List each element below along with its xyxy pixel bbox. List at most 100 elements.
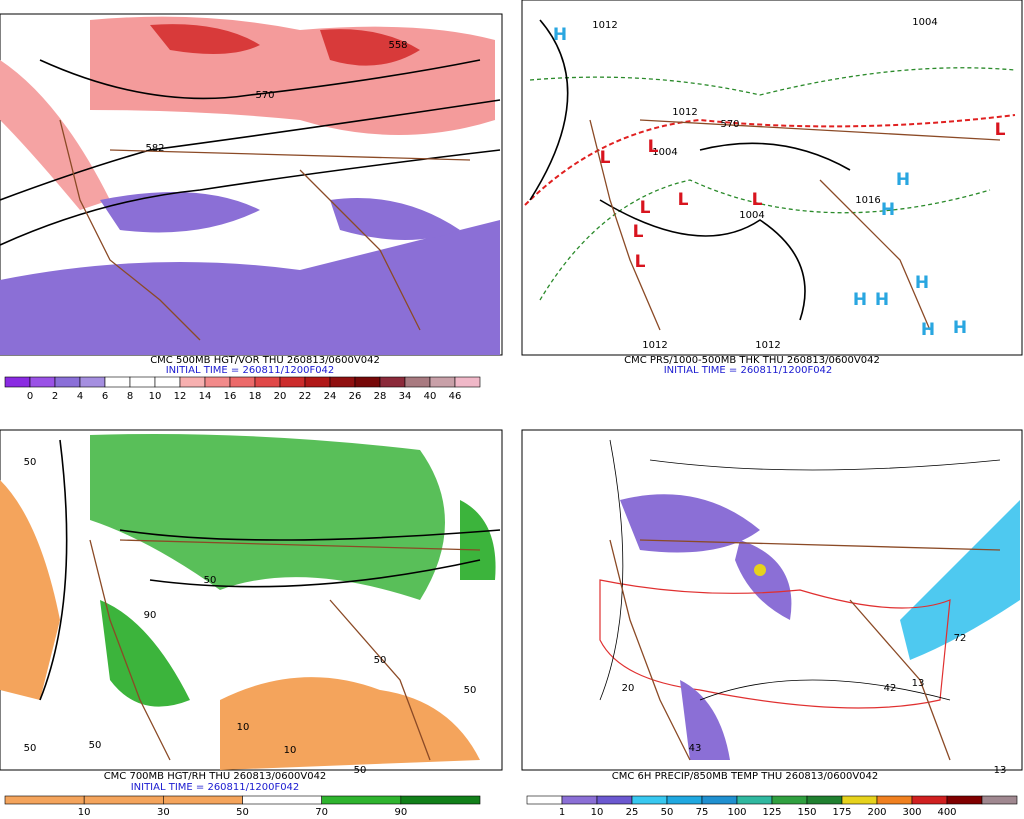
colorbar-box — [29, 376, 56, 388]
colorbar-label: 25 — [626, 807, 639, 818]
colorbar-box — [400, 795, 481, 805]
pressure-center: L — [678, 190, 689, 210]
colorbar-label: 18 — [249, 391, 262, 402]
colorbar-label: 10 — [149, 391, 162, 402]
colorbar-label: 70 — [315, 807, 328, 818]
contour-label: 1012 — [592, 20, 617, 31]
colorbar-box — [631, 795, 668, 805]
contour-label: 13 — [912, 678, 925, 689]
contour-label: 50 — [464, 685, 477, 696]
colorbar-label: 24 — [324, 391, 337, 402]
pressure-center: L — [600, 148, 611, 168]
colorbar-label: 400 — [937, 807, 956, 818]
contour-label: 42 — [884, 683, 897, 694]
map-500mb — [0, 13, 503, 356]
contour-label: 558 — [388, 40, 407, 51]
colorbar-box — [179, 376, 206, 388]
colorbar-box — [771, 795, 808, 805]
colorbar-box — [79, 376, 106, 388]
pressure-center: H — [915, 273, 929, 293]
colorbar-box — [83, 795, 164, 805]
colorbar-label: 40 — [424, 391, 437, 402]
colorbar-box — [242, 795, 322, 805]
colorbar-box — [666, 795, 703, 805]
colorbar-box — [229, 376, 256, 388]
panel-title: CMC 6H PRECIP/850MB TEMP THU 260813/0600… — [612, 771, 879, 782]
contour-label: 10 — [284, 745, 297, 756]
contour-label: 13 — [994, 765, 1007, 776]
colorbar-label: 4 — [77, 391, 83, 402]
contour-label: 1016 — [855, 195, 880, 206]
pressure-center: L — [995, 120, 1006, 140]
contour-label: 50 — [374, 655, 387, 666]
colorbar-label: 28 — [374, 391, 387, 402]
colorbar-label: 6 — [102, 391, 108, 402]
contour-label: 570 — [720, 119, 739, 130]
contour-label: 72 — [954, 633, 967, 644]
colorbar-box — [379, 376, 406, 388]
colorbar-box — [129, 376, 156, 388]
colorbar-label: 2 — [52, 391, 58, 402]
colorbar-label: 8 — [127, 391, 133, 402]
colorbar-box — [329, 376, 356, 388]
colorbar-box — [981, 795, 1018, 805]
colorbar-label: 34 — [399, 391, 412, 402]
colorbar-box — [254, 376, 281, 388]
contour-label: 1012 — [672, 107, 697, 118]
colorbar-label: 50 — [661, 807, 674, 818]
contour-label: 20 — [622, 683, 635, 694]
colorbar-box — [154, 376, 181, 388]
colorbar-box — [163, 795, 243, 805]
colorbar-label: 125 — [762, 807, 781, 818]
pressure-center: L — [640, 198, 651, 218]
pressure-center: H — [853, 290, 867, 310]
colorbar-label: 16 — [224, 391, 237, 402]
contour-label: 50 — [24, 457, 37, 468]
colorbar-box — [701, 795, 738, 805]
pressure-center: L — [635, 252, 646, 272]
colorbar-label: 14 — [199, 391, 212, 402]
contour-label: 50 — [204, 575, 217, 586]
colorbar-box — [454, 376, 481, 388]
colorbar-box — [279, 376, 306, 388]
map-precip — [521, 429, 1023, 771]
colorbar-box — [4, 376, 31, 388]
colorbar-label: 200 — [867, 807, 886, 818]
colorbar-label: 0 — [27, 391, 33, 402]
colorbar-label: 20 — [274, 391, 287, 402]
pressure-center: H — [921, 320, 935, 340]
colorbar-label: 90 — [394, 807, 407, 818]
panel-title: CMC 700MB HGT/RH THU 260813/0600V042 — [104, 771, 327, 782]
colorbar-label: 175 — [832, 807, 851, 818]
map-pressure — [521, 0, 1023, 356]
pressure-center: L — [752, 190, 763, 210]
pressure-center: L — [633, 222, 644, 242]
pressure-center: H — [553, 25, 567, 45]
colorbar-label: 50 — [236, 807, 249, 818]
colorbar-label: 300 — [902, 807, 921, 818]
colorbar-label: 12 — [174, 391, 187, 402]
colorbar-label: 1 — [559, 807, 565, 818]
colorbar-box — [876, 795, 913, 805]
colorbar-box — [54, 376, 81, 388]
contour-label: 43 — [689, 743, 702, 754]
pressure-center: H — [875, 290, 889, 310]
colorbar-box — [404, 376, 431, 388]
colorbar-box — [304, 376, 331, 388]
contour-label: 1004 — [652, 147, 677, 158]
colorbar-box — [841, 795, 878, 805]
colorbar-box — [561, 795, 598, 805]
contour-label: 50 — [354, 765, 367, 776]
initial-time: INITIAL TIME = 260811/1200F042 — [664, 365, 833, 376]
colorbar-box — [204, 376, 231, 388]
contour-label: 10 — [237, 722, 250, 733]
colorbar-label: 30 — [157, 807, 170, 818]
colorbar-label: 10 — [591, 807, 604, 818]
colorbar-box — [104, 376, 131, 388]
pressure-center: L — [648, 137, 659, 157]
colorbar-box — [911, 795, 948, 805]
colorbar-box — [354, 376, 381, 388]
colorbar-box — [429, 376, 456, 388]
contour-label: 50 — [24, 743, 37, 754]
map-700mb — [0, 429, 503, 771]
